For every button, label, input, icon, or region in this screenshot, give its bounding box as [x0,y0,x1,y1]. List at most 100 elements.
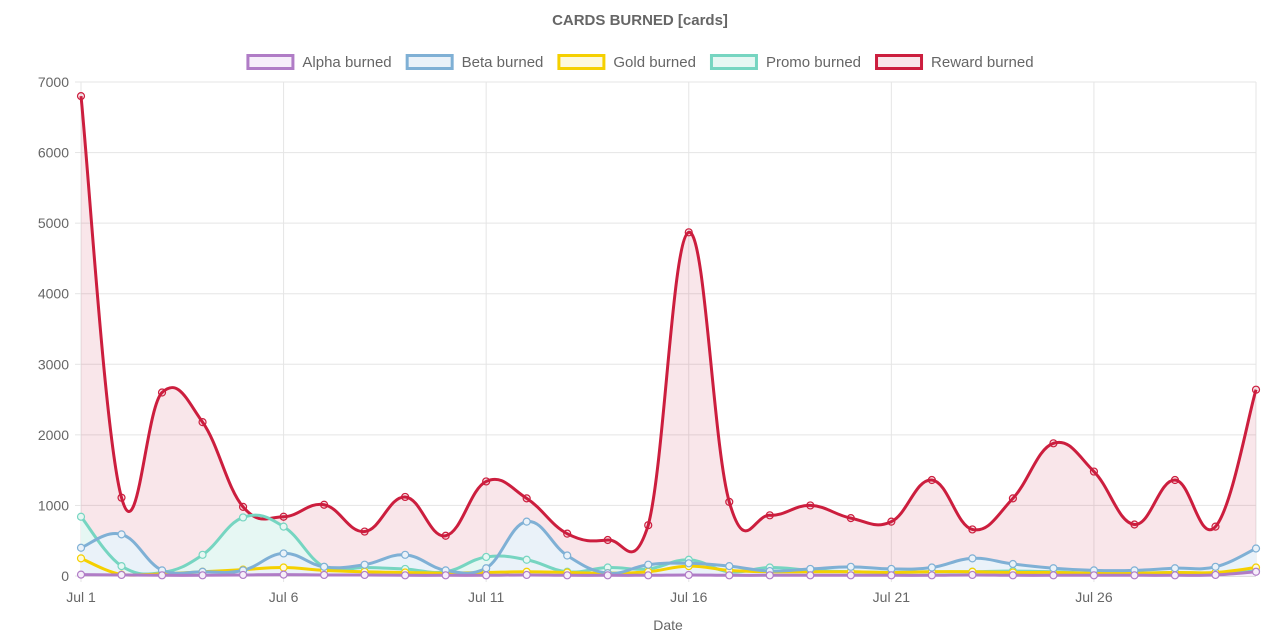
alpha-burned-point [765,571,774,580]
reward-burned-point [1130,520,1139,529]
legend-swatch [405,54,454,70]
alpha-burned-point [1130,571,1139,580]
reward-burned-point [1211,522,1220,531]
series-points [76,92,1261,580]
alpha-burned-point [806,571,815,580]
chart-title: CARDS BURNED [cards] [552,12,728,29]
x-axis-ticks: Jul 1 Jul 6 Jul 11 Jul 16 Jul 21 Jul 26 [66,589,1113,605]
reward-burned-point [76,92,86,101]
promo-burned-point [279,522,288,531]
alpha-burned-point [887,571,896,580]
alpha-burned-point [1089,571,1099,580]
reward-burned-point [1251,385,1261,394]
alpha-burned-point [279,570,288,579]
reward-burned-line [79,95,1258,554]
legend-item-alpha-burned: Alpha burned [246,54,392,71]
promo-burned-point [238,513,248,522]
reward-burned-point [238,502,248,511]
beta-burned-point [1049,564,1058,573]
alpha-burned-point [320,570,329,580]
legend-swatch [246,54,295,70]
promo-burned-point [117,562,126,571]
beta-burned-point [401,550,410,559]
beta-burned-point [1170,564,1180,573]
alpha-burned-point [401,571,410,580]
x-axis-label: Date [653,617,683,633]
alpha-burned-point [76,570,86,579]
alpha-burned-point [725,571,734,580]
reward-burned-point [279,512,288,521]
beta-burned-point [360,560,369,569]
reward-burned-point [968,525,977,534]
legend-swatch [557,54,606,70]
reward-burned-point [644,521,653,530]
reward-burned-point [1089,467,1099,476]
x-tick-label: Jul 11 [468,589,505,605]
beta-burned-point [1251,544,1261,553]
alpha-burned-point [198,571,207,580]
reward-burned-point [1170,475,1180,485]
reward-burned-point [401,492,410,502]
reward-burned-point [320,500,329,509]
y-tick-label: 1000 [38,497,69,513]
legend-label: Promo burned [766,54,861,71]
reward-burned-point [157,388,167,397]
alpha-burned-point [1170,571,1180,580]
beta-burned-point [76,543,86,552]
alpha-burned-point [603,571,612,580]
legend-label: Alpha burned [302,54,391,71]
alpha-burned-point [1008,571,1017,580]
beta-burned-point [1008,559,1017,569]
reward-burned-point [806,501,815,510]
alpha-burned-point [968,570,977,580]
x-tick-label: Jul 26 [1075,589,1113,605]
beta-burned-point [563,551,572,560]
reward-burned-point [522,494,531,503]
alpha-burned-point [522,570,531,580]
alpha-burned-point [563,571,572,580]
y-tick-label: 6000 [38,145,69,161]
alpha-burned-point [157,571,167,580]
y-axis-ticks: 0 1000 2000 3000 4000 5000 6000 7000 [38,74,69,584]
reward-burned-point [482,477,491,486]
legend-label: Beta burned [462,54,544,71]
y-tick-label: 5000 [38,215,69,231]
y-tick-label: 2000 [38,427,69,443]
legend-item-promo-burned: Promo burned [709,54,861,71]
alpha-burned-point [360,570,369,580]
y-tick-label: 3000 [38,356,69,372]
y-tick-label: 7000 [38,74,69,90]
beta-burned-point [522,517,531,526]
reward-burned-point [1049,439,1058,448]
alpha-burned-point [238,570,248,580]
beta-burned-point [482,564,491,573]
beta-burned-point [117,530,126,539]
promo-burned-point [522,555,531,564]
beta-burned-point [725,562,734,571]
reward-burned-point [927,475,936,485]
reward-burned-area [81,96,1256,576]
gold-burned-point [279,563,288,572]
beta-burned-point [846,562,855,571]
beta-burned-point [1211,562,1220,571]
alpha-burned-point [927,571,936,580]
alpha-burned-point [117,570,126,580]
legend-label: Reward burned [931,54,1034,71]
x-tick-label: Jul 21 [873,589,911,605]
x-tick-label: Jul 1 [66,589,96,605]
reward-burned-point [198,418,207,427]
reward-burned-point [846,514,855,523]
reward-burned-point [725,497,734,506]
legend-item-reward-burned: Reward burned [875,54,1034,71]
x-tick-label: Jul 16 [670,589,708,605]
promo-burned-point [482,552,491,562]
y-tick-label: 4000 [38,286,69,302]
beta-burned-point [320,562,329,571]
beta-burned-point [279,549,288,558]
reward-burned-point [563,529,572,538]
legend-label: Gold burned [613,54,696,71]
series-fills [81,96,1256,576]
promo-burned-point [76,512,86,521]
